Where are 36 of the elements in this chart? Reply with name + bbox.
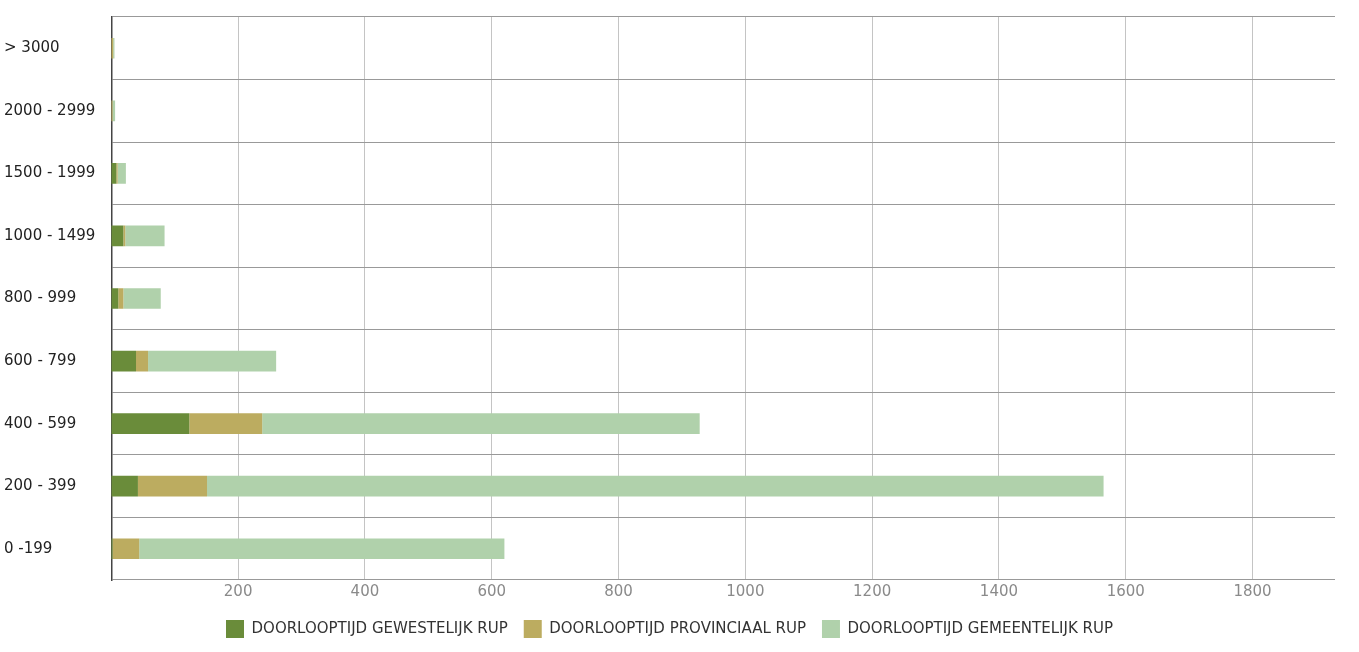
x-tick-label: 1400 <box>979 581 1019 600</box>
bar <box>189 413 263 434</box>
x-tick-label: 1200 <box>853 581 892 600</box>
bar <box>118 288 124 309</box>
x-tick-label: 800 <box>604 581 633 600</box>
x-tick-label: 1800 <box>1233 581 1272 600</box>
y-tick-label: 600 - 799 <box>4 350 77 369</box>
x-tick-label: 1600 <box>1106 581 1145 600</box>
x-tick-label: 600 <box>477 581 507 600</box>
bar <box>112 538 140 560</box>
bar <box>111 350 137 372</box>
legend-label: DOORLOOPTIJD PROVINCIAAL RUP <box>549 618 806 637</box>
legend-label: DOORLOOPTIJD GEWESTELIJK RUP <box>251 618 508 637</box>
bar <box>207 475 1104 497</box>
bar <box>262 413 700 434</box>
bar <box>148 350 277 372</box>
y-tick-label: 0 -199 <box>4 538 53 557</box>
bar <box>111 413 190 434</box>
bar <box>137 475 208 497</box>
bar <box>139 538 505 560</box>
bar <box>111 475 138 497</box>
y-tick-label: 1500 - 1999 <box>4 163 96 182</box>
x-tick-label: 200 <box>223 581 253 600</box>
y-tick-label: 200 - 399 <box>4 476 77 495</box>
bar <box>123 288 161 309</box>
y-tick-label: 2000 - 2999 <box>4 100 96 119</box>
legend-label: DOORLOOPTIJD GEMEENTELIJK RUP <box>847 618 1113 637</box>
bar <box>125 225 165 247</box>
y-tick-label: > 3000 <box>4 38 60 57</box>
x-tick-label: 1000 <box>726 581 765 600</box>
x-tick-label: 400 <box>350 581 380 600</box>
bar <box>117 163 126 184</box>
bar <box>136 350 149 372</box>
y-tick-label: 1000 - 1499 <box>4 225 96 244</box>
y-tick-label: 400 - 599 <box>4 413 77 432</box>
y-tick-label: 800 - 999 <box>4 288 77 307</box>
